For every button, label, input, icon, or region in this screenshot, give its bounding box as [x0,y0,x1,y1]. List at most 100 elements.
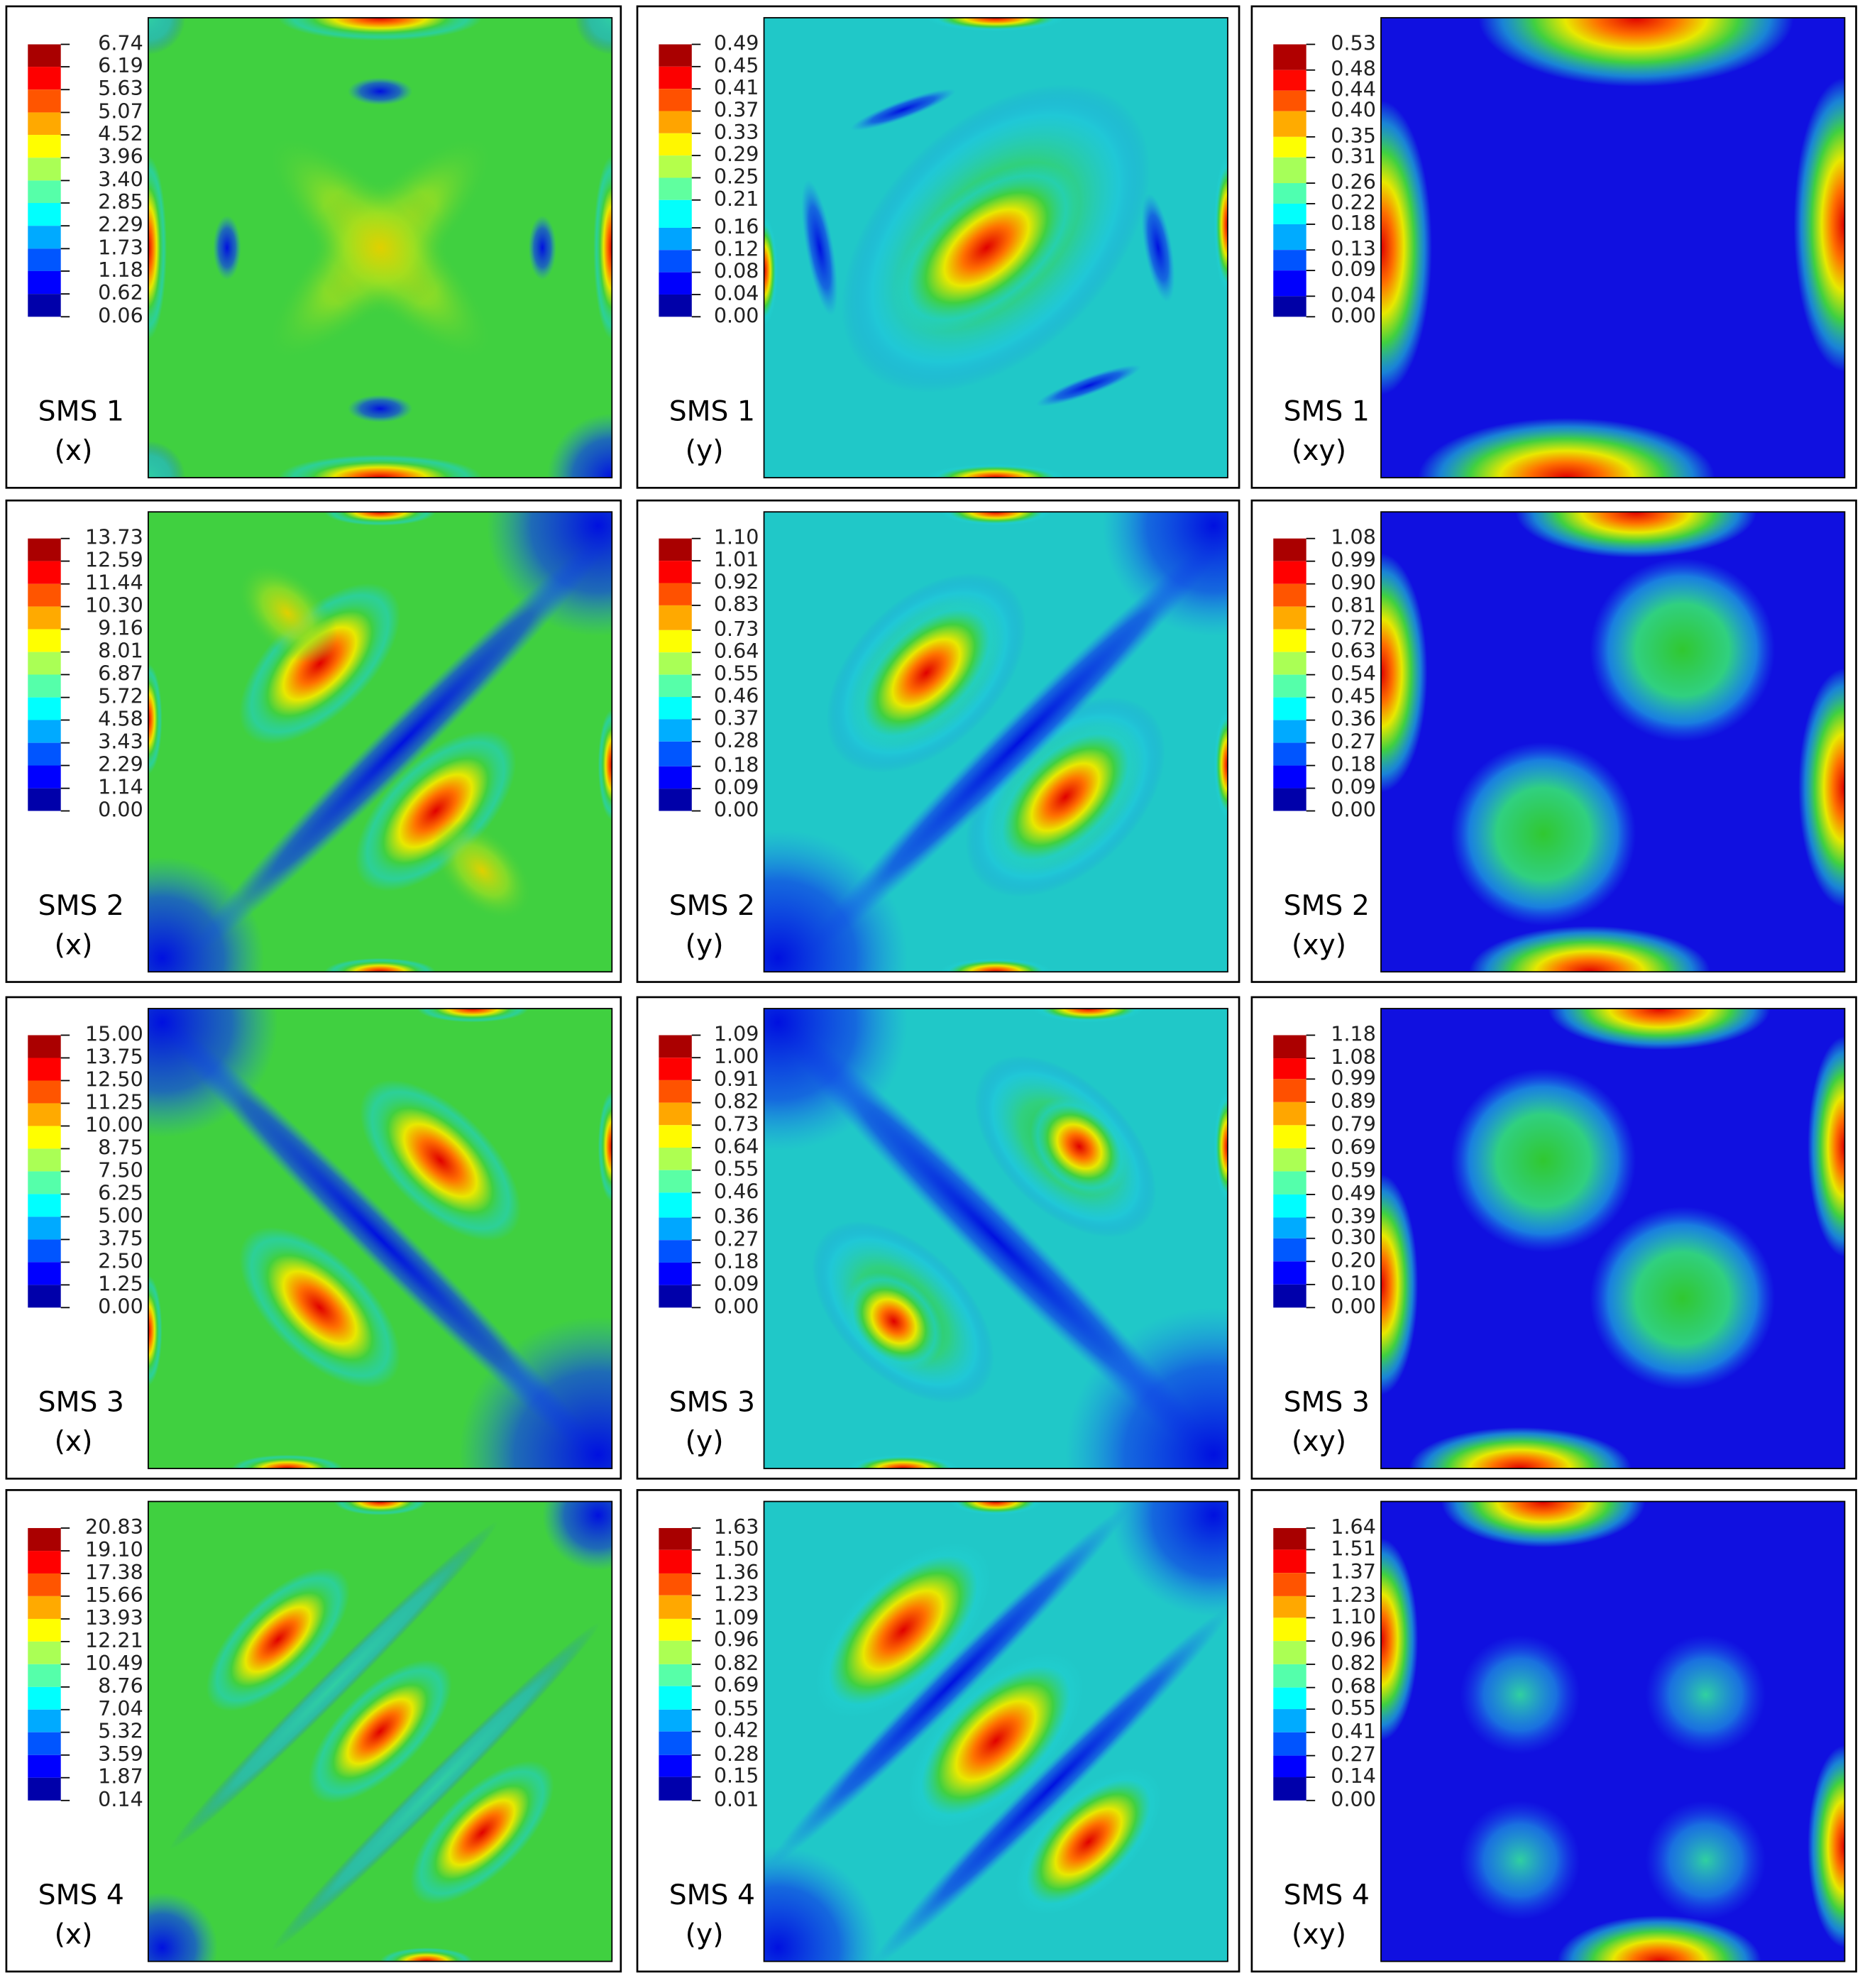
colorbar-band [1273,1732,1306,1756]
colorbar-tick-label: 6.74 [98,31,143,55]
colorbar-tick-label: 0.27 [1331,1742,1376,1767]
field-region [347,395,413,423]
colorbar-tick-label: 0.72 [1331,616,1376,640]
colorbar-tick-label: 2.85 [98,190,143,214]
panel: 1.091.000.910.820.730.640.550.460.360.27… [636,996,1240,1480]
colorbar-band [28,1217,61,1240]
colorbar-tick-label: 0.06 [98,303,143,327]
colorbar-band [659,1664,692,1686]
panel-subtitle: (y) [686,1919,724,1951]
colorbar-tick-label: 0.82 [714,1089,759,1114]
colorbar-tick-label: 2.29 [98,212,143,236]
colorbar-band [659,766,692,789]
colorbar-band [659,538,692,561]
colorbar-band [659,697,692,720]
colorbar-tick-label: 0.20 [1331,1248,1376,1272]
panel-subtitle: (xy) [1292,929,1346,961]
colorbar-band [1273,1573,1306,1596]
field-region [206,1567,351,1712]
colorbar-band [659,155,692,178]
field-region [308,1659,452,1803]
panel-title: SMS 2 [669,890,755,922]
colorbar-band [1273,561,1306,584]
colorbar-tick-label: 0.00 [1331,798,1376,822]
colorbar-band [1273,1755,1306,1778]
colorbar-tick-label: 6.87 [98,661,143,685]
panel-subtitle: (xy) [1292,435,1346,467]
field-region [1793,77,1845,372]
colorbar-tick-label: 1.08 [1331,1045,1376,1069]
field-region [148,1892,218,1962]
colorbar-tick-label: 9.16 [98,615,143,639]
field-border [1380,1008,1846,1469]
field-region [764,215,779,326]
colorbar-tick-label: 0.55 [714,1157,759,1181]
colorbar-tick-label: 0.73 [714,1111,759,1136]
colorbar-tick-label: 1.01 [714,547,759,571]
heatmap-field [764,1501,1228,1962]
colorbar-band [1273,1618,1306,1642]
field-region [1441,1501,1646,1548]
field-region [1451,1068,1636,1253]
colorbar-tick-label: 1.10 [714,525,759,549]
colorbar-band [659,1686,692,1710]
colorbar-band [28,1239,61,1263]
colorbar-tick-label: 0.35 [1331,123,1376,148]
field-region [1065,1307,1228,1469]
colorbar-band [659,1147,692,1170]
colorbar-band [28,202,61,226]
colorbar-band [28,1262,61,1285]
heatmap-field [1381,1009,1845,1469]
colorbar-tick-label: 4.52 [98,121,143,145]
colorbar-tick-label: 0.63 [1331,639,1376,663]
heatmap-field [764,1009,1228,1469]
colorbar-band [659,1058,692,1080]
colorbar-tick-label: 0.25 [714,164,759,188]
field-region [239,1226,401,1388]
colorbar-band [659,111,692,133]
colorbar-tick-label: 0.79 [1331,1111,1376,1136]
colorbar-tick-label: 0.00 [1331,1787,1376,1811]
colorbar-tick-label: 1.09 [714,1605,759,1630]
field-region [310,178,450,317]
field-region [1381,100,1432,395]
colorbar-tick-label: 0.09 [714,775,759,799]
colorbar-band [1273,1261,1306,1285]
colorbar-band [659,227,692,251]
field-region [1111,1501,1228,1617]
field-border [1380,17,1846,478]
field-region [380,1948,473,1962]
colorbar-tick-label: 0.53 [1331,31,1376,55]
colorbar-tick-label: 0.99 [1331,1065,1376,1089]
panel-title: SMS 4 [1284,1879,1370,1911]
colorbar-tick-label: 0.55 [714,1696,759,1720]
field-region [277,454,483,478]
panel: 6.746.195.635.074.523.963.402.852.291.73… [5,5,622,489]
colorbar-band [28,629,61,652]
colorbar-tick-label: 0.69 [714,1673,759,1697]
colorbar-band [1273,720,1306,743]
field-region [598,1091,612,1202]
field-region [845,1272,943,1371]
panel: 20.8319.1017.3815.6613.9312.2110.498.767… [5,1489,622,1973]
colorbar-tick-label: 0.12 [714,236,759,260]
field-border [1380,511,1846,973]
colorbar-band [659,1125,692,1148]
colorbar-tick-label: 3.75 [98,1226,143,1250]
field-region [1557,1915,1761,1962]
field-region [486,512,612,637]
panel-title: SMS 1 [1284,396,1370,428]
colorbar-tick-label: 15.00 [85,1022,143,1046]
colorbar-tick-label: 0.73 [714,617,759,641]
colorbar-tick-label: 0.00 [714,303,759,327]
field-border [147,1008,613,1469]
field-region [148,155,167,340]
colorbar-band [1273,1596,1306,1618]
colorbar-band [659,1102,692,1126]
colorbar-tick-label: 0.15 [714,1764,759,1788]
panel-subtitle: (x) [55,1426,93,1458]
colorbar-band [659,1776,692,1801]
field-border [1380,1500,1846,1962]
field-region [1451,742,1636,926]
colorbar-band [659,719,692,742]
